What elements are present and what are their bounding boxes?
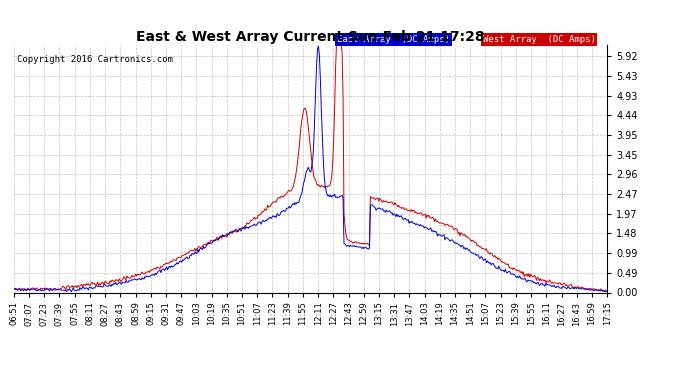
Text: Copyright 2016 Cartronics.com: Copyright 2016 Cartronics.com [17, 55, 172, 64]
Text: East Array  (DC Amps): East Array (DC Amps) [337, 35, 450, 44]
Title: East & West Array Current Sun Feb 21 17:28: East & West Array Current Sun Feb 21 17:… [136, 30, 485, 44]
Text: West Array  (DC Amps): West Array (DC Amps) [482, 35, 595, 44]
